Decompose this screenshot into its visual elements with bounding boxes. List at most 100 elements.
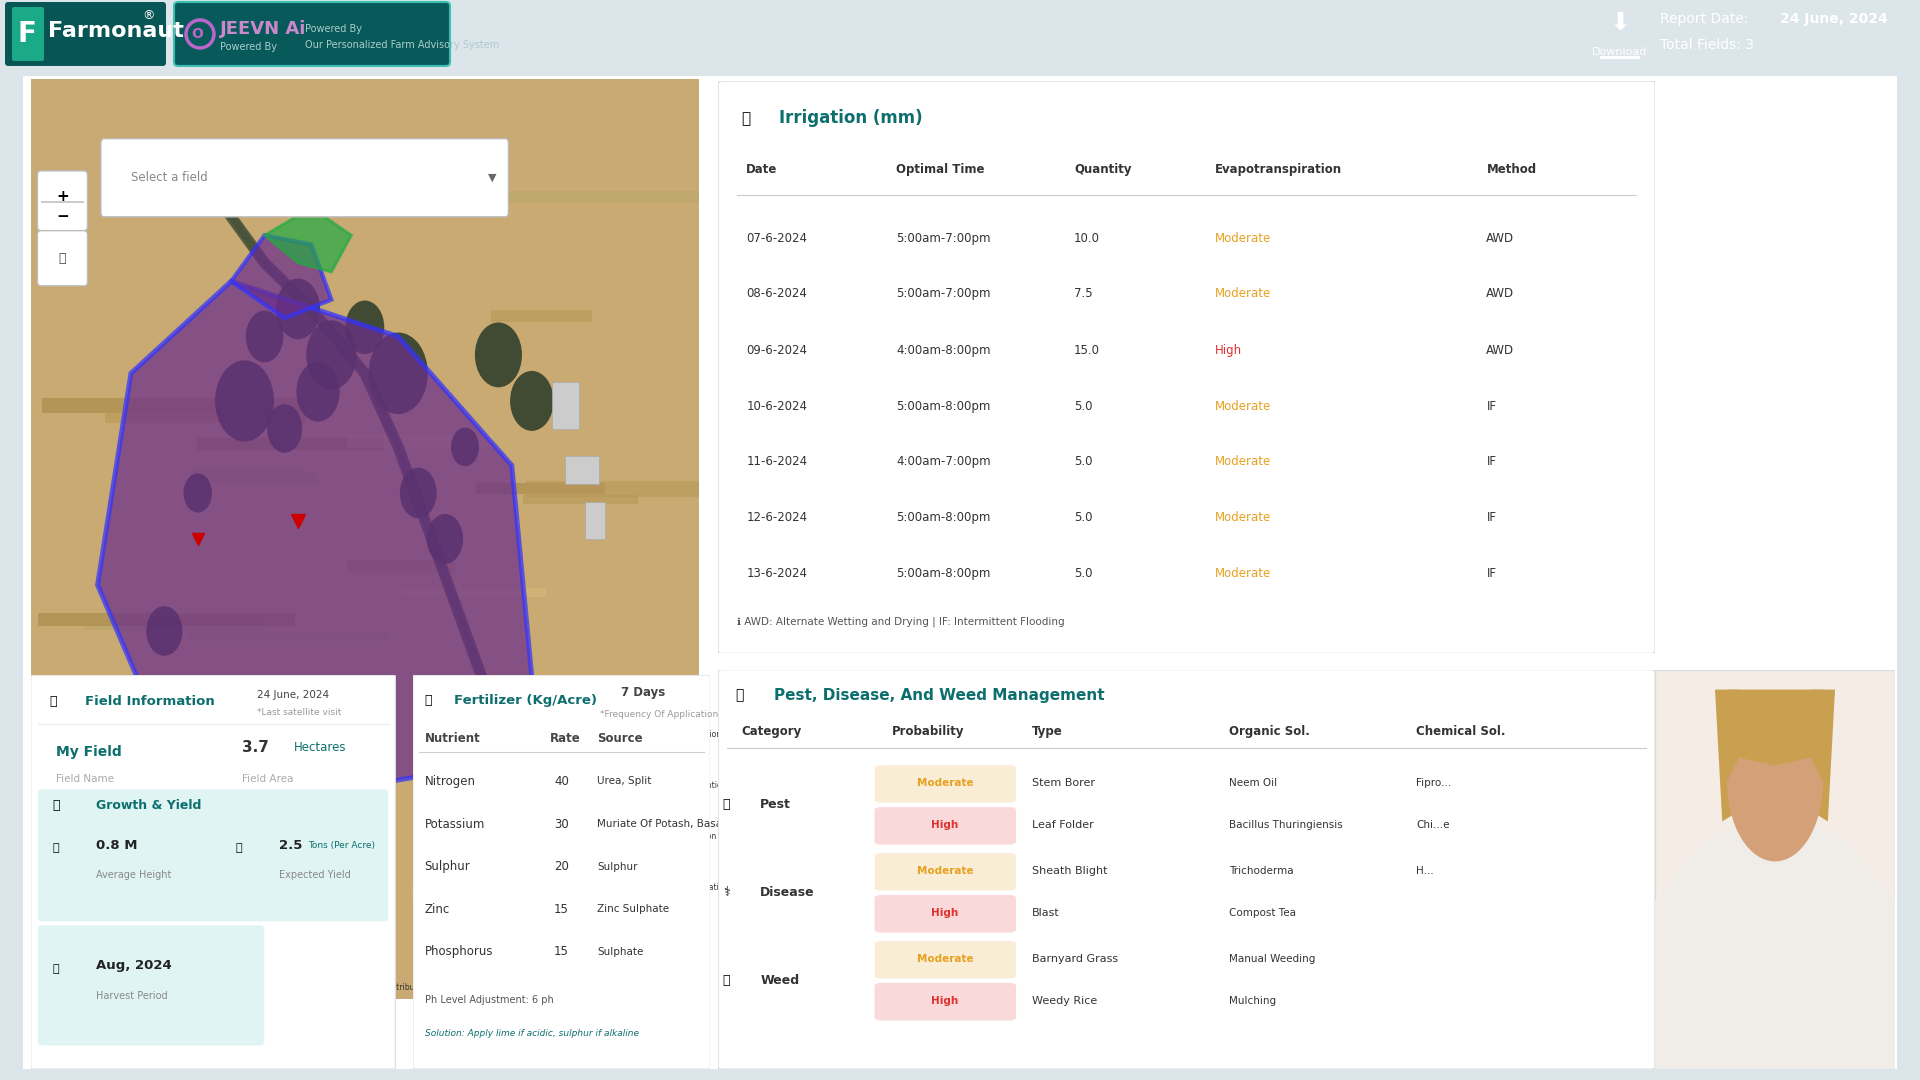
Polygon shape xyxy=(1715,690,1741,822)
FancyBboxPatch shape xyxy=(874,807,1016,845)
Bar xyxy=(186,633,390,642)
Polygon shape xyxy=(230,235,332,319)
Text: Sulphur: Sulphur xyxy=(597,862,637,872)
Text: Moderate: Moderate xyxy=(1215,455,1271,468)
Text: IF: IF xyxy=(1486,511,1496,524)
Text: IF: IF xyxy=(1486,455,1496,468)
Text: Moderate: Moderate xyxy=(916,955,973,964)
Bar xyxy=(198,438,384,450)
Text: Field Name: Field Name xyxy=(56,774,115,784)
FancyBboxPatch shape xyxy=(6,2,165,66)
Bar xyxy=(564,456,599,484)
Text: 🌾: 🌾 xyxy=(234,843,242,853)
Text: 5:00am-8:00pm: 5:00am-8:00pm xyxy=(897,400,991,413)
Bar xyxy=(42,397,303,413)
Text: ▼: ▼ xyxy=(488,173,495,183)
Bar xyxy=(492,310,591,322)
Text: 10.0: 10.0 xyxy=(1073,232,1100,245)
Text: 13-6-2024: 13-6-2024 xyxy=(747,567,806,580)
FancyBboxPatch shape xyxy=(413,675,710,1069)
Circle shape xyxy=(246,311,284,362)
Text: 15.0: 15.0 xyxy=(1073,343,1100,356)
Text: ⊙ Leaflet | © OpenStreetMap contributors, Google: ⊙ Leaflet | © OpenStreetMap contributors… xyxy=(269,984,461,993)
FancyBboxPatch shape xyxy=(874,853,1016,891)
Circle shape xyxy=(591,824,603,849)
Text: Field Area: Field Area xyxy=(242,774,294,784)
Text: Optimal Time: Optimal Time xyxy=(897,163,985,176)
Bar xyxy=(732,324,1642,377)
Text: High: High xyxy=(931,996,958,1007)
FancyBboxPatch shape xyxy=(12,6,44,60)
Text: Type: Type xyxy=(1031,725,1062,738)
Text: 🌿: 🌿 xyxy=(741,111,751,125)
Text: 11-6-2024: 11-6-2024 xyxy=(747,455,806,468)
Text: 2.5: 2.5 xyxy=(278,839,301,852)
Text: Weedy Rice: Weedy Rice xyxy=(1031,996,1096,1007)
Polygon shape xyxy=(98,281,532,797)
Bar xyxy=(561,985,764,998)
Text: Chi...e: Chi...e xyxy=(1417,821,1450,831)
Text: Moderate: Moderate xyxy=(916,779,973,788)
Text: Good Crop Health & Irrigation: Good Crop Health & Irrigation xyxy=(607,730,722,740)
Text: Nutrient: Nutrient xyxy=(424,731,480,744)
Text: +: + xyxy=(56,189,69,204)
Text: Source: Source xyxy=(597,731,643,744)
FancyBboxPatch shape xyxy=(1655,670,1895,1069)
Text: Zinc: Zinc xyxy=(424,903,449,916)
Bar xyxy=(52,779,271,787)
FancyBboxPatch shape xyxy=(874,983,1016,1021)
Text: Hectares: Hectares xyxy=(294,742,346,755)
Circle shape xyxy=(451,428,478,467)
Text: My Field: My Field xyxy=(56,745,123,759)
Text: Moderate: Moderate xyxy=(1215,232,1271,245)
Bar xyxy=(50,960,131,971)
FancyBboxPatch shape xyxy=(874,941,1016,978)
Text: 5:00am-7:00pm: 5:00am-7:00pm xyxy=(897,232,991,245)
Text: Potassium: Potassium xyxy=(424,818,486,831)
Text: ⤢: ⤢ xyxy=(60,252,65,265)
Text: 300 ft: 300 ft xyxy=(50,989,77,998)
Text: ℹ AWD: Alternate Wetting and Drying | IF: Intermittent Flooding: ℹ AWD: Alternate Wetting and Drying | IF… xyxy=(737,617,1064,627)
Bar xyxy=(482,191,707,203)
Bar xyxy=(507,829,699,845)
FancyBboxPatch shape xyxy=(36,171,88,231)
Text: 4:00am-8:00pm: 4:00am-8:00pm xyxy=(897,343,991,356)
FancyBboxPatch shape xyxy=(718,670,1655,1069)
Bar xyxy=(71,800,221,810)
Text: Compost Tea: Compost Tea xyxy=(1229,908,1296,918)
Bar xyxy=(348,435,493,447)
Text: Stem Borer: Stem Borer xyxy=(1031,779,1094,788)
FancyBboxPatch shape xyxy=(175,2,449,66)
Text: 20: 20 xyxy=(555,860,568,873)
Text: 40.8%: 40.8% xyxy=(482,910,509,919)
Text: IF: IF xyxy=(1486,567,1496,580)
Wedge shape xyxy=(513,819,561,896)
Bar xyxy=(413,888,639,900)
FancyBboxPatch shape xyxy=(38,926,265,1045)
Text: Nitrogen: Nitrogen xyxy=(424,775,476,788)
Text: 09-6-2024: 09-6-2024 xyxy=(747,343,806,356)
Text: 50 m: 50 m xyxy=(50,977,73,987)
Text: 4:00am-7:00pm: 4:00am-7:00pm xyxy=(897,455,991,468)
Text: Total Fields: 3: Total Fields: 3 xyxy=(1661,38,1755,52)
Bar xyxy=(586,502,605,539)
Text: 📈: 📈 xyxy=(52,798,60,811)
Bar xyxy=(106,410,307,423)
Text: 3.7: 3.7 xyxy=(242,741,269,755)
Bar xyxy=(540,676,762,689)
Text: High: High xyxy=(931,908,958,918)
Circle shape xyxy=(399,468,436,518)
Text: 08-6-2024: 08-6-2024 xyxy=(747,287,806,300)
Text: High: High xyxy=(931,821,958,831)
Text: 40.9%: 40.9% xyxy=(551,870,578,879)
Bar xyxy=(467,981,685,995)
Text: Muriate Of Potash, Basal: Muriate Of Potash, Basal xyxy=(597,819,726,829)
Bar xyxy=(401,588,545,597)
Text: Tons (Per Acre): Tons (Per Acre) xyxy=(307,841,374,850)
Text: Our Personalized Farm Advisory System: Our Personalized Farm Advisory System xyxy=(305,40,499,50)
Text: ⬇: ⬇ xyxy=(1609,10,1630,33)
Wedge shape xyxy=(516,810,543,833)
Text: Fipro...: Fipro... xyxy=(1417,779,1452,788)
FancyBboxPatch shape xyxy=(718,81,1655,653)
Text: 5:00am-7:00pm: 5:00am-7:00pm xyxy=(897,287,991,300)
